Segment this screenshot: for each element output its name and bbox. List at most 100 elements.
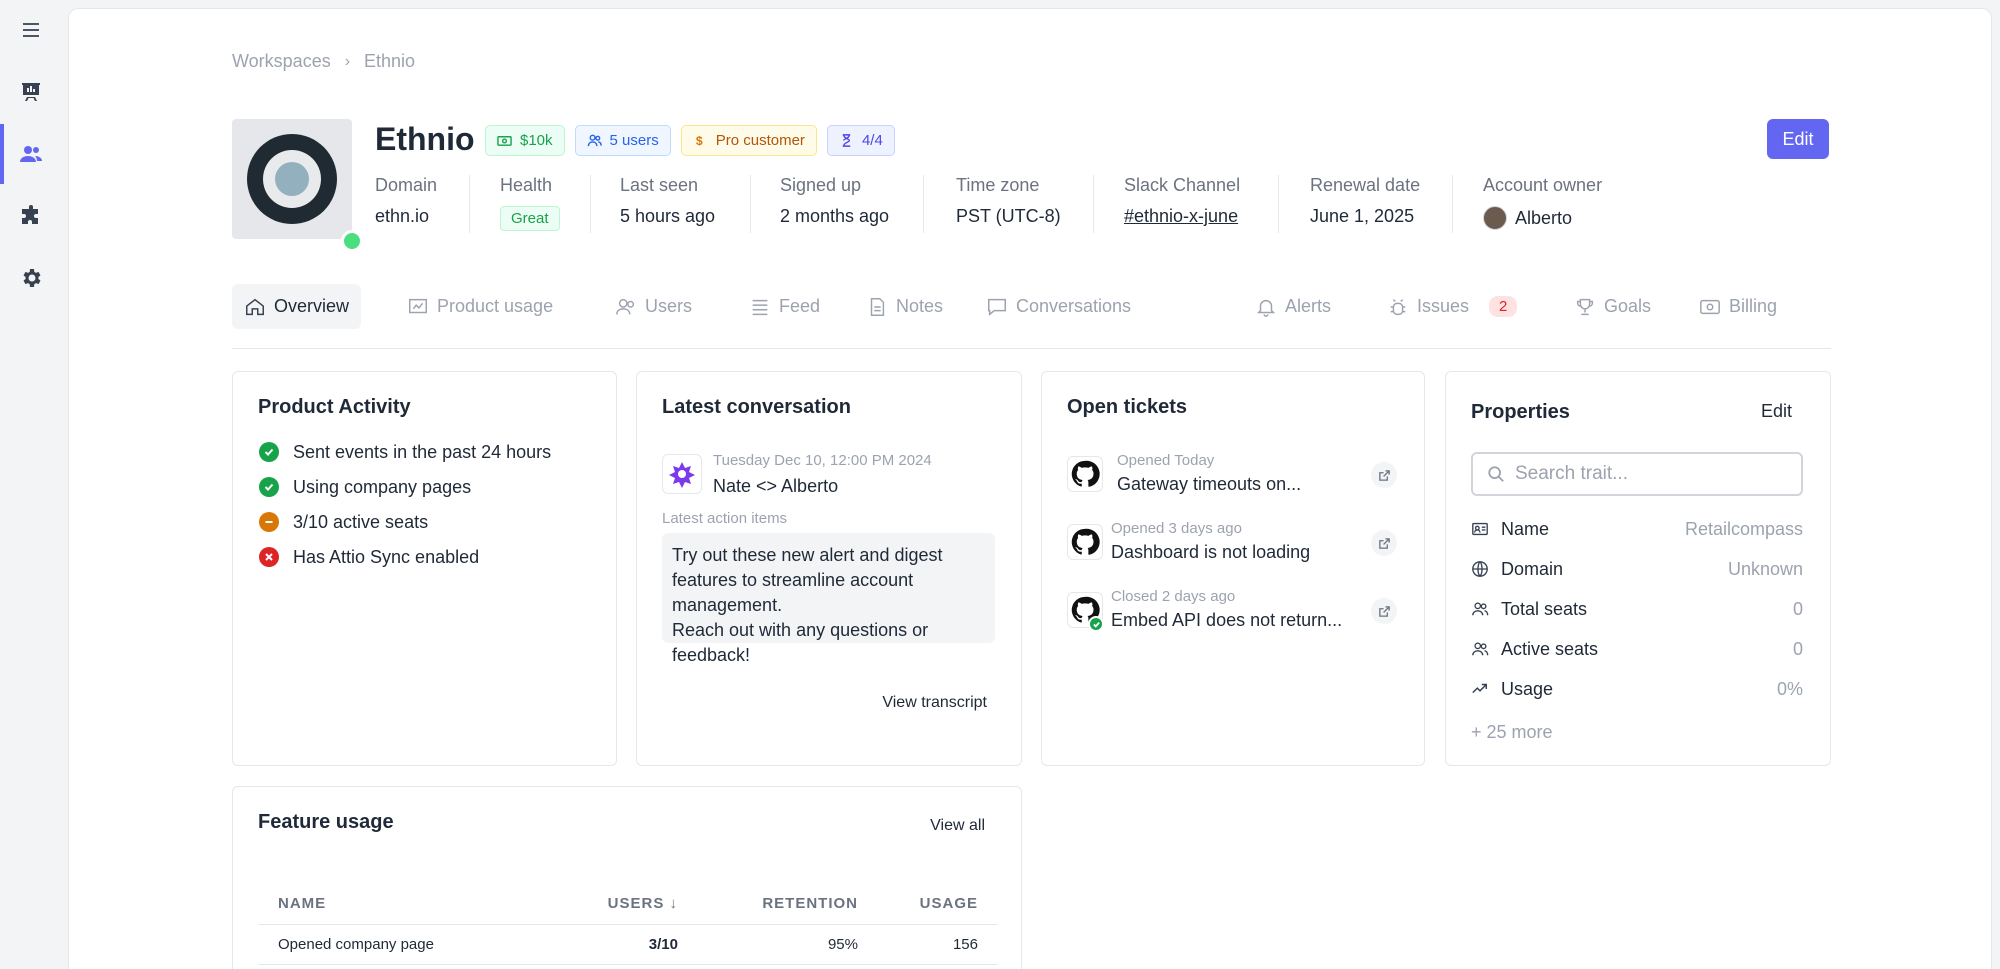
column-header-name[interactable]: NAME — [258, 892, 558, 925]
gear-icon — [23, 269, 41, 287]
tab-billing[interactable]: Billing — [1687, 284, 1789, 329]
breadcrumb-root[interactable]: Workspaces — [232, 51, 331, 71]
property-value: 0 — [1792, 638, 1803, 659]
tab-notes[interactable]: Notes — [854, 284, 955, 329]
property-row-total-seats: Total seats 0 — [1471, 598, 1803, 620]
property-row-domain: Domain Unknown — [1471, 558, 1803, 580]
ticket-item[interactable]: Closed 2 days ago Embed API does not ret… — [1067, 588, 1397, 634]
tab-goals[interactable]: Goals — [1562, 284, 1663, 329]
search-icon — [1488, 466, 1504, 482]
meta-slack-label: Slack Channel — [1124, 175, 1241, 195]
meta-health-label: Health — [500, 175, 553, 195]
product-activity-title: Product Activity — [258, 396, 411, 418]
table-header-row: NAME USERS ↓ RETENTION USAGE — [258, 892, 998, 925]
meta-signed-up-label: Signed up — [780, 175, 862, 195]
edit-company-button[interactable]: Edit — [1767, 119, 1829, 159]
tab-issues[interactable]: Issues 2 — [1375, 284, 1529, 329]
external-link-icon[interactable] — [1371, 530, 1397, 556]
list-item: Sent events in the past 24 hours — [259, 442, 551, 462]
activity-label: Has Attio Sync enabled — [293, 546, 480, 567]
sidebar-item-integrations[interactable] — [0, 186, 62, 246]
latest-conversation-card: Latest conversation Tuesday Dec 10, 12:0… — [636, 371, 1022, 766]
sidebar-item-presentation[interactable] — [0, 62, 62, 122]
open-tickets-title: Open tickets — [1067, 396, 1188, 418]
bell-icon — [1256, 299, 1276, 317]
check-icon — [259, 442, 279, 462]
column-header-usage[interactable]: USAGE — [878, 892, 998, 925]
edit-properties-button[interactable]: Edit — [1760, 401, 1792, 421]
ticket-title: Embed API does not return... — [1111, 610, 1343, 630]
sidebar-item-settings[interactable] — [0, 248, 62, 308]
revenue-badge-label: $10k — [520, 132, 553, 149]
property-row-name: Name Retailcompass — [1471, 518, 1803, 540]
ticket-item[interactable]: Opened 3 days ago Dashboard is not loadi… — [1067, 520, 1397, 566]
open-tickets-card: Open tickets Opened Today Gateway timeou… — [1041, 371, 1425, 766]
meta-owner-value: Alberto — [1515, 207, 1573, 228]
column-header-users[interactable]: USERS ↓ — [558, 892, 698, 925]
action-items-label: Latest action items — [662, 510, 788, 527]
users-icon — [1472, 642, 1489, 656]
main-panel: Workspaces › Ethnio Ethnio $10k 5 users … — [68, 8, 1992, 969]
money-icon — [497, 136, 512, 146]
avatar — [662, 454, 702, 494]
feature-usage-table: NAME USERS ↓ RETENTION USAGE Opened comp… — [258, 892, 998, 965]
properties-title: Properties — [1471, 401, 1570, 423]
feature-usage-card: Feature usage View all NAME USERS ↓ RETE… — [232, 786, 1022, 969]
search-trait-field[interactable] — [1471, 452, 1803, 496]
feature-retention: 95% — [698, 924, 878, 965]
note-icon — [870, 297, 885, 316]
tab-alerts[interactable]: Alerts — [1243, 284, 1343, 329]
slack-channel-link[interactable]: #ethnio-x-june — [1124, 206, 1239, 226]
conversation-title[interactable]: Nate <> Alberto — [713, 476, 839, 496]
feed-icon — [752, 299, 768, 315]
tab-overview[interactable]: Overview — [232, 284, 362, 329]
show-more-link[interactable]: + 25 more — [1471, 722, 1553, 742]
globe-icon — [1472, 561, 1488, 577]
product-activity-card: Product Activity Sent events in the past… — [232, 371, 617, 766]
tab-users-label: Users — [645, 296, 693, 316]
billing-icon — [1700, 299, 1720, 314]
ticket-title: Gateway timeouts on... — [1117, 474, 1302, 494]
tab-feed-label: Feed — [779, 296, 821, 316]
tab-product-usage[interactable]: Product usage — [395, 284, 565, 329]
presentation-chart-icon — [22, 83, 40, 101]
divider — [1093, 175, 1094, 233]
properties-card: Properties Edit Name Retailcompass Domai… — [1445, 371, 1831, 766]
column-header-retention[interactable]: RETENTION — [698, 892, 878, 925]
tab-conversations-label: Conversations — [1016, 296, 1132, 316]
issues-count-badge: 2 — [1489, 296, 1518, 317]
tab-issues-label: Issues — [1417, 296, 1470, 316]
trend-up-icon — [1472, 683, 1488, 694]
search-trait-input[interactable] — [1515, 463, 1775, 485]
ticket-status: Closed 2 days ago — [1111, 588, 1236, 605]
view-transcript-link[interactable]: View transcript — [882, 694, 987, 711]
tab-product-usage-label: Product usage — [437, 296, 554, 316]
tab-alerts-label: Alerts — [1285, 296, 1332, 316]
home-icon — [246, 298, 264, 315]
external-link-icon[interactable] — [1371, 598, 1397, 624]
tab-users[interactable]: Users — [603, 284, 704, 329]
ticket-title: Dashboard is not loading — [1111, 542, 1311, 562]
table-row[interactable]: Opened company page 3/10 95% 156 — [258, 924, 998, 965]
tab-feed[interactable]: Feed — [737, 284, 832, 329]
menu-button[interactable] — [0, 0, 62, 60]
seats-badge-label: 4/4 — [861, 132, 883, 149]
external-link-icon[interactable] — [1371, 462, 1397, 488]
sidebar — [0, 0, 62, 969]
sidebar-item-companies[interactable] — [0, 124, 62, 184]
list-item: 3/10 active seats — [259, 512, 551, 532]
users-badge-label: 5 users — [609, 132, 659, 149]
dollar-icon: $ — [696, 134, 703, 148]
users-icon — [616, 298, 635, 314]
company-logo-icon — [247, 134, 337, 224]
users-badge[interactable]: 5 users — [574, 125, 671, 156]
view-all-button[interactable]: View all — [930, 817, 985, 834]
ticket-item[interactable]: Opened Today Gateway timeouts on... — [1067, 452, 1397, 498]
meta-renewal: Renewal date June 1, 2025 — [1310, 175, 1420, 227]
meta-last-seen: Last seen 5 hours ago — [620, 175, 715, 227]
bug-icon — [1390, 298, 1406, 315]
divider — [590, 175, 591, 233]
tab-conversations[interactable]: Conversations — [974, 284, 1143, 329]
users-icon — [587, 134, 602, 147]
github-icon — [1067, 456, 1103, 492]
